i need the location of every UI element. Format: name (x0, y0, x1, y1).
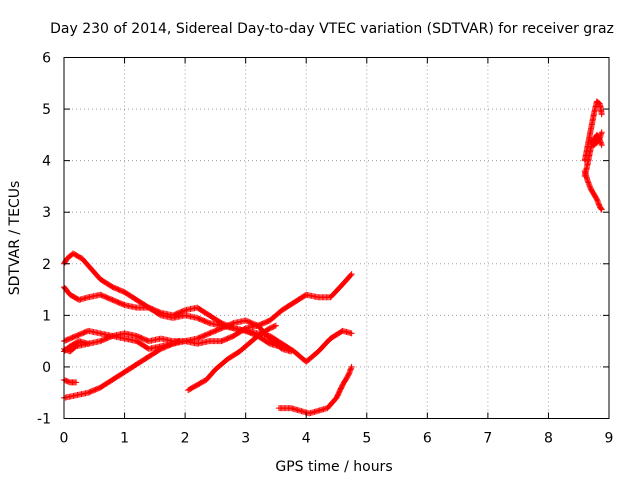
data-point (205, 319, 212, 326)
data-point (174, 338, 181, 345)
y-tick-label: 5 (42, 102, 51, 118)
data-point (347, 367, 354, 374)
data-point (348, 271, 355, 278)
data-series (587, 129, 605, 149)
y-tick-label: 3 (42, 205, 51, 221)
y-tick-label: 1 (42, 308, 51, 324)
data-point (180, 307, 187, 314)
data-point (594, 197, 601, 204)
x-tick-label: 7 (483, 431, 492, 447)
data-point (85, 340, 92, 347)
plot-frame (63, 57, 610, 419)
data-point (594, 198, 601, 205)
grid (64, 57, 609, 419)
x-tick-label: 5 (362, 431, 371, 447)
data-point (272, 322, 279, 329)
data-point (345, 371, 352, 378)
data-point (346, 370, 353, 377)
data-point (584, 178, 591, 185)
data-point (586, 183, 593, 190)
data-point (587, 144, 594, 151)
data-series (275, 363, 355, 417)
data-point (595, 200, 602, 207)
data-point (347, 366, 354, 373)
data-point (598, 111, 605, 118)
x-tick-label: 2 (181, 431, 190, 447)
y-tick-label: 0 (42, 360, 51, 376)
data-point (585, 179, 592, 186)
data-point (348, 365, 355, 372)
data-series (61, 376, 80, 386)
data-point (598, 206, 605, 213)
data-series (61, 250, 282, 350)
chart-title: Day 230 of 2014, Sidereal Day-to-day VTE… (50, 21, 614, 37)
data-series (61, 322, 295, 355)
data-point (288, 348, 295, 355)
data-point (120, 301, 127, 308)
data-point (156, 309, 163, 316)
x-tick-label: 1 (120, 431, 129, 447)
data-series (185, 322, 279, 394)
data-point (595, 201, 602, 208)
x-tick-label: 9 (605, 431, 614, 447)
data-points (61, 98, 605, 417)
data-series (61, 338, 183, 401)
data-point (73, 379, 80, 386)
data-point (598, 129, 605, 136)
x-tick-label: 3 (241, 431, 250, 447)
data-point (229, 320, 236, 327)
y-tick-label: 4 (42, 154, 51, 170)
data-series (581, 167, 605, 213)
y-tick-label: 6 (42, 51, 51, 67)
x-tick-label: 4 (302, 431, 311, 447)
x-tick-label: 0 (60, 431, 69, 447)
data-point (585, 180, 592, 187)
data-point (598, 142, 605, 149)
y-tick-label: 2 (42, 257, 51, 273)
y-axis-label: SDTVAR / TECUs (7, 181, 23, 296)
data-point (586, 182, 593, 189)
x-axis-ticks: 0 1 2 3 4 5 6 7 8 9 (60, 57, 614, 447)
data-point (176, 338, 183, 345)
data-point (346, 369, 353, 376)
data-point (348, 330, 355, 337)
y-tick-label: -1 (37, 412, 51, 428)
data-point (347, 272, 354, 279)
x-axis-label: GPS time / hours (275, 459, 392, 475)
x-tick-label: 8 (544, 431, 553, 447)
data-point (598, 205, 605, 212)
data-point (348, 363, 355, 370)
data-point (271, 323, 278, 330)
data-point (593, 196, 600, 203)
x-tick-label: 6 (423, 431, 432, 447)
y-axis-ticks: -1 0 1 2 3 4 5 6 (37, 51, 609, 428)
